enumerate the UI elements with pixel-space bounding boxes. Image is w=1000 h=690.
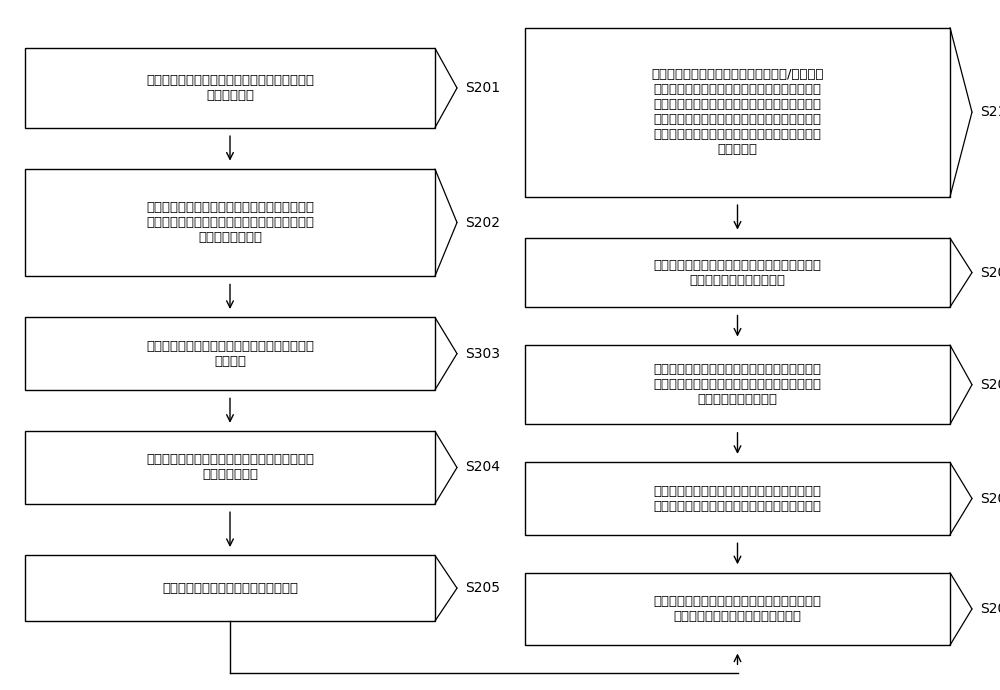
Bar — [25, 169, 435, 276]
Text: S209: S209 — [980, 266, 1000, 279]
Text: S303: S303 — [465, 346, 500, 361]
Text: 在对标后的有限元模型中加载所述傅里叶变换处
理后的加速度谱，进行频率响应分析，以获得各
频率下的应力分布结果: 在对标后的有限元模型中加载所述傅里叶变换处 理后的加速度谱，进行频率响应分析，以… — [654, 363, 822, 406]
Text: S202: S202 — [465, 215, 500, 230]
Bar — [25, 317, 435, 390]
Bar — [25, 555, 435, 621]
Text: 对悬臂结构件及其所承载的部件进行模态分析以
获得有限元模型: 对悬臂结构件及其所承载的部件进行模态分析以 获得有限元模型 — [146, 453, 314, 482]
Text: 将所述有限元模型与实测模态进行对标: 将所述有限元模型与实测模态进行对标 — [162, 582, 298, 595]
Text: 若是，则优化所述悬臂结构件的结构和/或材料，
并返回所述在对标后的有限元模型中加载实测的
加速度谱，进行频率响应分析，以获得不同频率
下的应力分布结果的步骤，直: 若是，则优化所述悬臂结构件的结构和/或材料， 并返回所述在对标后的有限元模型中加… — [651, 68, 824, 156]
Bar — [525, 238, 950, 307]
Text: S205: S205 — [465, 581, 500, 595]
Text: 通过所述悬臂结构件的安装点预置的加速度传感
器，测量实车道路行驶中的加速度谱: 通过所述悬臂结构件的安装点预置的加速度传感 器，测量实车道路行驶中的加速度谱 — [654, 595, 822, 623]
Text: 判断所述应力分布结果中的最大应力值是否超出
所述悬臂结构件的屈服强度: 判断所述应力分布结果中的最大应力值是否超出 所述悬臂结构件的屈服强度 — [654, 259, 822, 286]
Text: 向三维建模软件输入悬臂结构件及其所承载的部
件的结构信息: 向三维建模软件输入悬臂结构件及其所承载的部 件的结构信息 — [146, 74, 314, 102]
Text: S207: S207 — [980, 491, 1000, 506]
Bar — [525, 573, 950, 645]
Bar — [525, 345, 950, 424]
Text: S210: S210 — [980, 105, 1000, 119]
Text: S208: S208 — [980, 377, 1000, 392]
Bar — [25, 48, 435, 128]
Text: 为所述悬臂结构件及其所承载的部件赋予各自的
材料参数: 为所述悬臂结构件及其所承载的部件赋予各自的 材料参数 — [146, 339, 314, 368]
Text: S206: S206 — [980, 602, 1000, 616]
Text: 对测量到的实车道路行驶中的加速度谱进行傅里
叶变换处理，得到傅里叶变换处理后的加速度谱: 对测量到的实车道路行驶中的加速度谱进行傅里 叶变换处理，得到傅里叶变换处理后的加… — [654, 484, 822, 513]
Text: S204: S204 — [465, 460, 500, 475]
Text: 根据所述悬臂结构件及其所承载的部件的结构信
息建立详细的离散化模型，并按实车状态建立相
应的装配连接关系: 根据所述悬臂结构件及其所承载的部件的结构信 息建立详细的离散化模型，并按实车状态… — [146, 201, 314, 244]
Text: S201: S201 — [465, 81, 500, 95]
Bar — [525, 28, 950, 197]
Bar — [25, 431, 435, 504]
Bar — [525, 462, 950, 535]
